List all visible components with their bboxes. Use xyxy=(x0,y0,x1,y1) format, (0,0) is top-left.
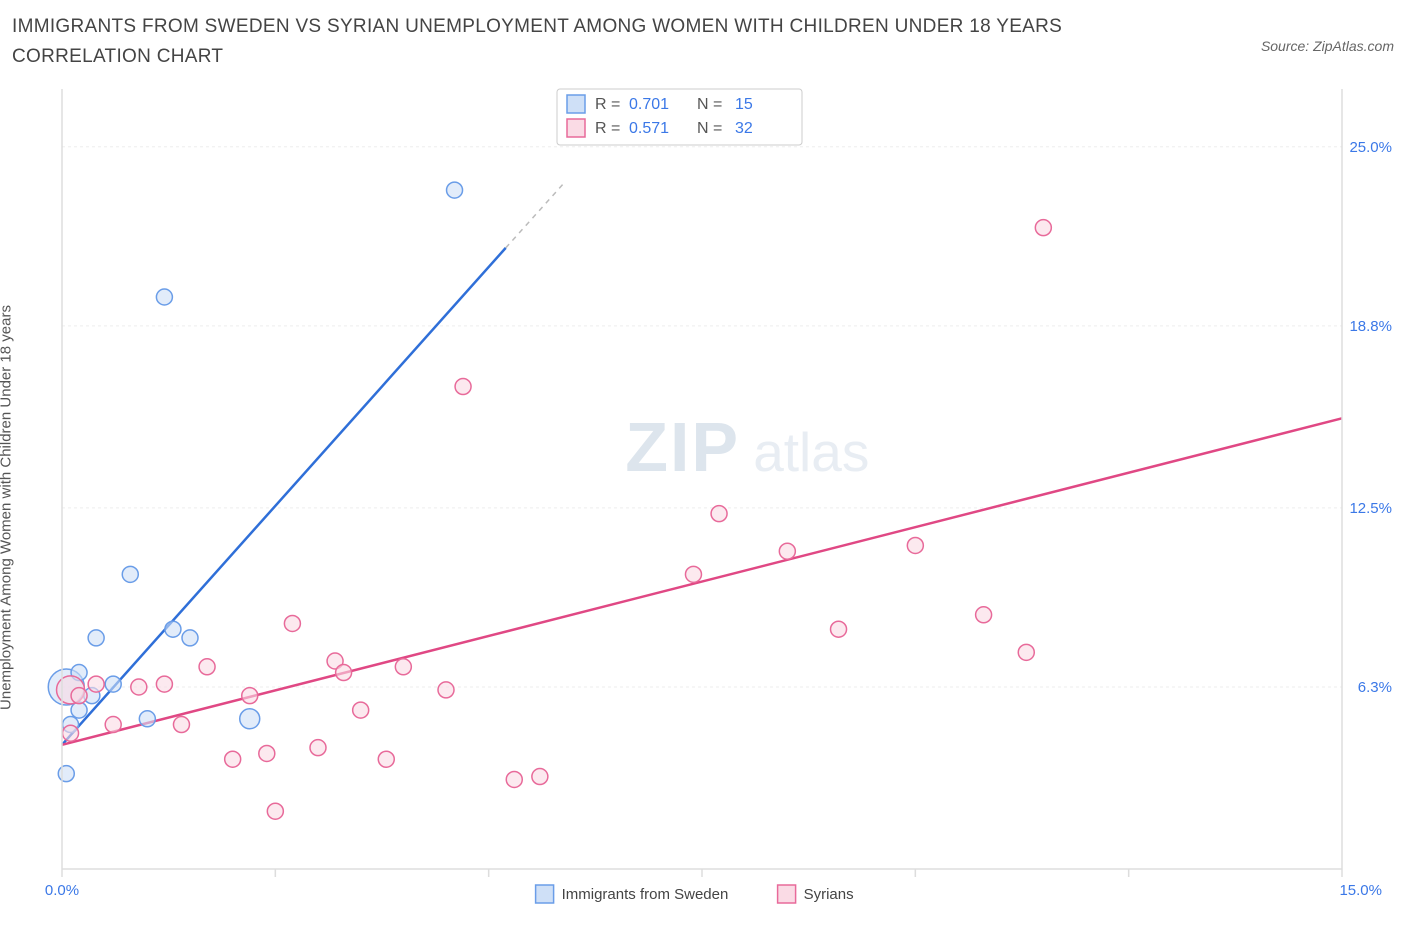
watermark: ZIP xyxy=(625,408,740,486)
data-point xyxy=(976,607,992,623)
data-point xyxy=(173,716,189,732)
data-point xyxy=(336,664,352,680)
data-point xyxy=(378,751,394,767)
data-point xyxy=(199,659,215,675)
legend-label: Syrians xyxy=(804,886,854,903)
data-point xyxy=(831,621,847,637)
data-point xyxy=(63,725,79,741)
data-point xyxy=(907,537,923,553)
data-point xyxy=(71,687,87,703)
source-label: Source: ZipAtlas.com xyxy=(1261,38,1394,54)
y-tick-label: 18.8% xyxy=(1349,318,1392,335)
data-point xyxy=(240,709,260,729)
data-point xyxy=(58,765,74,781)
y-tick-label: 6.3% xyxy=(1358,679,1392,696)
stats-r-value: 0.571 xyxy=(629,120,669,137)
data-point xyxy=(156,289,172,305)
data-point xyxy=(139,711,155,727)
trend-line-dash xyxy=(506,181,566,247)
watermark: atlas xyxy=(753,421,869,483)
data-point xyxy=(711,505,727,521)
data-point xyxy=(122,566,138,582)
data-point xyxy=(532,768,548,784)
stats-n-value: 32 xyxy=(735,120,753,137)
legend-label: Immigrants from Sweden xyxy=(562,886,729,903)
data-point xyxy=(685,566,701,582)
data-point xyxy=(447,182,463,198)
stats-box xyxy=(557,89,802,145)
data-point xyxy=(438,682,454,698)
scatter-chart: 6.3% 12.5% 18.8% 25.0% ZIPatlas 0.0% 15.0% Immi… xyxy=(12,79,1402,919)
legend-swatch xyxy=(536,885,554,903)
data-point xyxy=(182,630,198,646)
x-tick-label: 0.0% xyxy=(45,882,79,899)
data-point xyxy=(105,716,121,732)
stats-n-label: N = xyxy=(697,120,722,137)
data-point xyxy=(88,676,104,692)
stats-swatch xyxy=(567,95,585,113)
data-point xyxy=(455,378,471,394)
data-point xyxy=(165,621,181,637)
data-point xyxy=(71,702,87,718)
stats-r-value: 0.701 xyxy=(629,96,669,113)
stats-n-value: 15 xyxy=(735,96,753,113)
x-tick-label: 15.0% xyxy=(1339,882,1382,899)
data-point xyxy=(242,687,258,703)
data-point xyxy=(88,630,104,646)
y-axis-label: Unemployment Among Women with Children U… xyxy=(0,305,15,710)
data-point xyxy=(225,751,241,767)
stats-n-label: N = xyxy=(697,96,722,113)
trend-line xyxy=(62,248,506,745)
data-point xyxy=(259,745,275,761)
stats-r-label: R = xyxy=(595,120,620,137)
y-tick-label: 25.0% xyxy=(1349,139,1392,156)
data-point xyxy=(395,659,411,675)
stats-r-label: R = xyxy=(595,96,620,113)
data-point xyxy=(284,615,300,631)
data-point xyxy=(105,676,121,692)
data-point xyxy=(156,676,172,692)
data-point xyxy=(1018,644,1034,660)
y-tick-label: 12.5% xyxy=(1349,500,1392,517)
data-point xyxy=(779,543,795,559)
data-point xyxy=(353,702,369,718)
stats-swatch xyxy=(567,119,585,137)
data-point xyxy=(310,739,326,755)
data-point xyxy=(131,679,147,695)
data-point xyxy=(267,803,283,819)
chart-title: IMMIGRANTS FROM SWEDEN VS SYRIAN UNEMPLO… xyxy=(12,12,1112,73)
data-point xyxy=(1035,219,1051,235)
chart-area: Unemployment Among Women with Children U… xyxy=(12,79,1394,919)
legend-swatch xyxy=(778,885,796,903)
data-point xyxy=(506,771,522,787)
